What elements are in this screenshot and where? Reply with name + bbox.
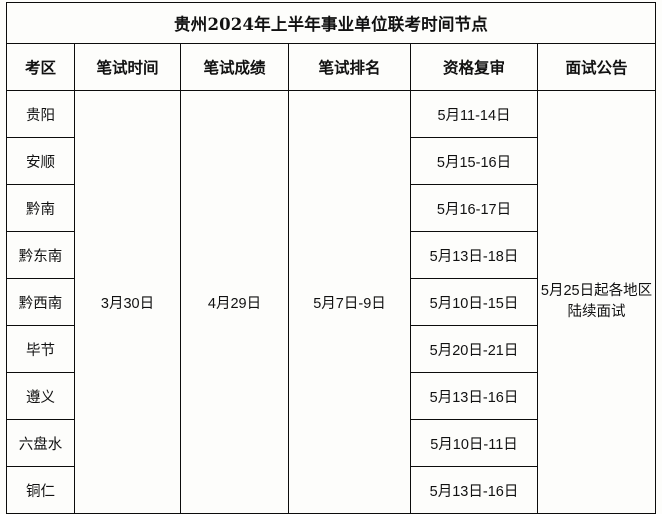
table-row: 贵阳 3月30日 4月29日 5月7日-9日 5月11-14日 5月25日起各地… <box>6 90 657 514</box>
region-name: 安顺 <box>6 137 75 185</box>
column-header-exam-time: 笔试时间 <box>74 43 181 91</box>
exam-time-merged-cell: 3月30日 <box>74 90 181 514</box>
qualification-review-date: 5月13日-18日 <box>410 231 538 279</box>
column-header-qualification-review: 资格复审 <box>410 43 538 91</box>
table-row: 安顺 5月15-16日 <box>6 137 656 185</box>
table-row: 铜仁 5月13日-16日 <box>6 466 656 514</box>
table-row: 黔南 5月16-17日 <box>6 184 656 232</box>
qualification-review-date: 5月10日-11日 <box>410 419 538 467</box>
table-title: 贵州2024年上半年事业单位联考时间节点 <box>5 2 657 44</box>
region-name: 黔南 <box>6 184 75 232</box>
interview-notice-merged-cell: 5月25日起各地区 陆续面试 <box>536 90 657 514</box>
exam-rank-merged-cell: 5月7日-9日 <box>288 90 411 514</box>
qualification-review-date: 5月20日-21日 <box>410 325 538 373</box>
column-header-region: 考区 <box>6 43 75 91</box>
qualification-review-date: 5月15-16日 <box>410 137 538 185</box>
table-row: 遵义 5月13日-16日 <box>6 372 656 420</box>
table-row: 毕节 5月20日-21日 <box>6 325 656 373</box>
table-row: 黔西南 5月10日-15日 <box>6 278 656 326</box>
qualification-review-date: 5月11-14日 <box>410 90 538 138</box>
qualification-review-date: 5月13日-16日 <box>410 372 538 420</box>
header-row: 考区 笔试时间 笔试成绩 笔试排名 资格复审 面试公告 <box>6 43 657 91</box>
region-name: 遵义 <box>6 372 75 420</box>
qualification-review-date: 5月13日-16日 <box>410 466 538 514</box>
region-name: 铜仁 <box>6 466 75 514</box>
interview-notice-line-1: 5月25日起各地区 <box>540 282 653 299</box>
column-header-exam-score: 笔试成绩 <box>180 43 289 91</box>
region-name: 黔东南 <box>6 231 75 279</box>
qualification-review-date: 5月16-17日 <box>410 184 538 232</box>
exam-score-merged-cell: 4月29日 <box>180 90 289 514</box>
region-name: 毕节 <box>6 325 75 373</box>
exam-schedule-table: 贵州2024年上半年事业单位联考时间节点 考区 笔试时间 笔试成绩 笔试排名 资… <box>5 2 657 514</box>
column-header-interview-notice: 面试公告 <box>536 43 657 91</box>
table-row: 六盘水 5月10日-11日 <box>6 419 656 467</box>
region-name: 六盘水 <box>6 419 75 467</box>
region-name: 贵阳 <box>6 90 75 138</box>
region-name: 黔西南 <box>6 278 75 326</box>
title-row: 贵州2024年上半年事业单位联考时间节点 <box>5 2 657 44</box>
qualification-review-date: 5月10日-15日 <box>410 278 538 326</box>
column-header-exam-rank: 笔试排名 <box>288 43 411 91</box>
interview-notice-line-2: 陆续面试 <box>567 304 626 320</box>
table-row: 黔东南 5月13日-18日 <box>6 231 656 279</box>
